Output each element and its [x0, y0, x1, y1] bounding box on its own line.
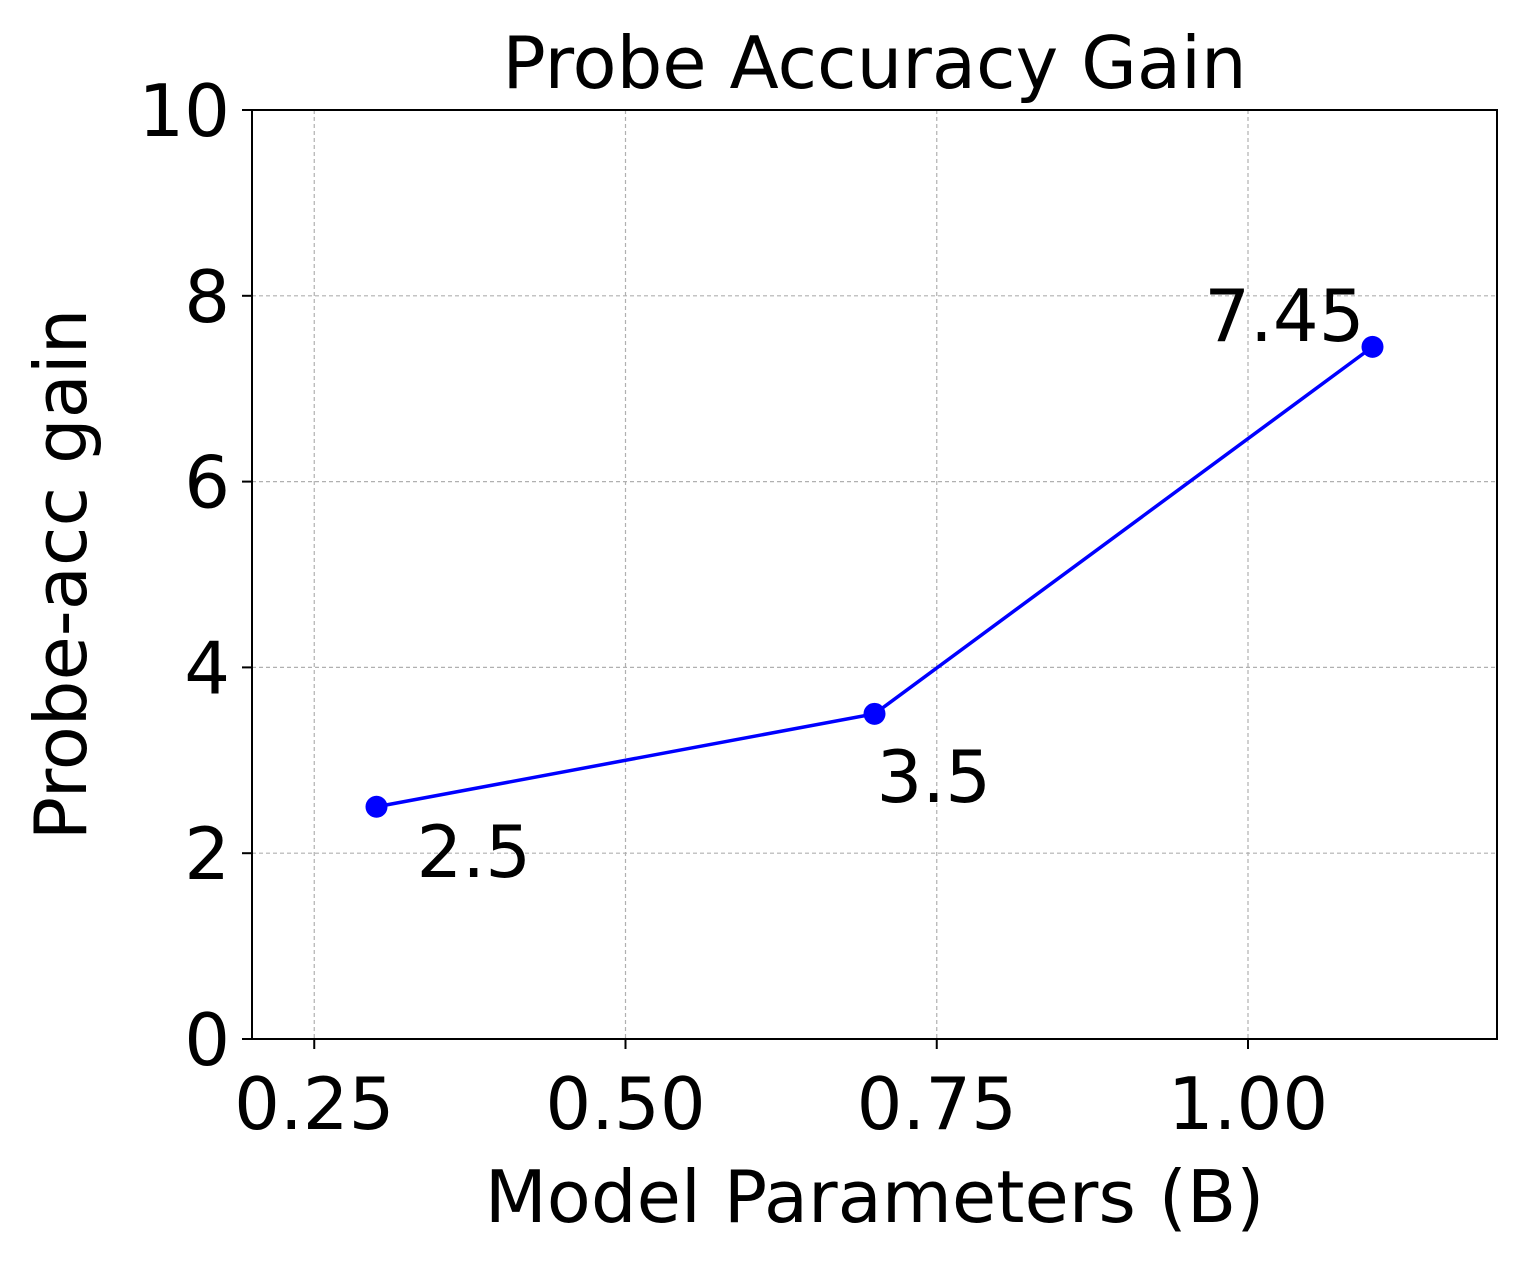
grid — [252, 109, 1497, 1040]
y-tick-label: 6 — [184, 441, 230, 525]
x-tick-label: 0.50 — [545, 1062, 705, 1146]
x-tick-label: 0.75 — [857, 1062, 1017, 1146]
plot-frame — [251, 109, 1498, 1040]
series — [365, 335, 1384, 818]
x-axis-ticks: 0.25 0.50 0.75 1.00 — [234, 1039, 1328, 1146]
data-labels: 2.5 3.5 7.45 — [417, 274, 1365, 894]
y-tick-label: 4 — [184, 626, 230, 710]
x-axis-label: Model Parameters (B) — [485, 1155, 1265, 1239]
data-label: 3.5 — [877, 735, 992, 819]
data-point — [365, 795, 388, 818]
x-tick-label: 0.25 — [234, 1062, 394, 1146]
y-tick-label: 8 — [184, 255, 230, 339]
x-tick-label: 1.00 — [1168, 1062, 1328, 1146]
data-point — [1361, 335, 1384, 358]
y-axis-label: Probe-acc gain — [19, 309, 103, 841]
data-label: 2.5 — [417, 810, 532, 894]
y-tick-label: 0 — [184, 998, 230, 1082]
y-tick-label: 10 — [138, 69, 230, 153]
y-axis-ticks: 0 2 4 6 8 10 — [138, 69, 252, 1082]
chart-title: Probe Accuracy Gain — [502, 21, 1246, 105]
data-label: 7.45 — [1204, 274, 1364, 358]
series-line — [376, 345, 1374, 809]
y-tick-label: 2 — [184, 812, 230, 896]
data-point — [863, 702, 886, 725]
